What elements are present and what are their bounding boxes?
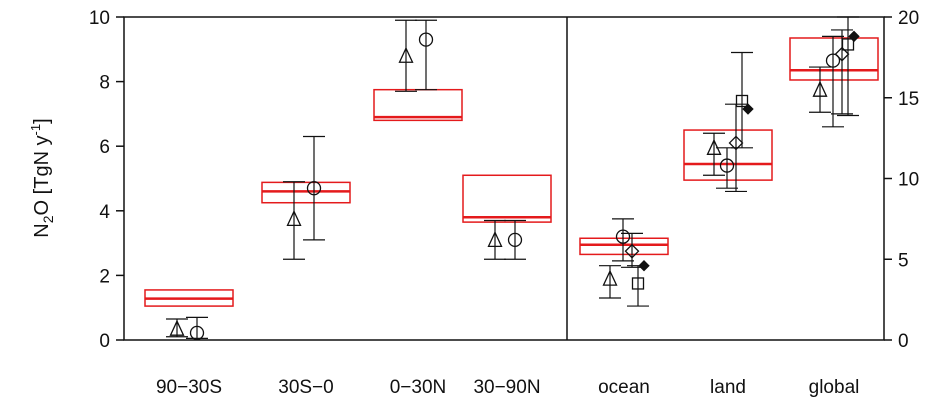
ylabel-base: N: [31, 223, 53, 237]
left-tick-label: 2: [99, 266, 110, 287]
ylabel-sup: -1: [28, 124, 43, 136]
diamond-marker: [728, 135, 744, 151]
triangle-marker: [487, 230, 503, 248]
right-tick-label: 10: [898, 170, 919, 191]
box-global: [789, 37, 879, 81]
filled-diamond-marker: [742, 103, 754, 115]
filled-diamond-marker: [848, 30, 860, 43]
triangle-marker: [602, 269, 618, 286]
circle-marker: [306, 181, 322, 196]
circle-marker: [418, 32, 434, 47]
left-tick-label: 10: [89, 8, 110, 29]
category-label: 90−30S: [156, 377, 222, 398]
left-tick-label: 0: [99, 331, 110, 352]
right-tick-label: 5: [898, 250, 909, 271]
circle-marker: [615, 229, 631, 244]
triangle-marker: [398, 46, 414, 63]
category-label: ocean: [598, 377, 650, 398]
plot-frame: [123, 16, 885, 341]
y-axis-label: N2O [TgN y-1]: [28, 118, 56, 237]
right-tick-label: 20: [898, 8, 919, 29]
category-label: land: [710, 377, 746, 398]
right-tick-label: 15: [898, 89, 919, 110]
triangle-marker: [169, 319, 185, 336]
left-tick-label: 4: [99, 202, 110, 223]
circle-marker: [825, 53, 841, 68]
ylabel-sub: 2: [40, 215, 56, 223]
box-ocean: [579, 237, 669, 256]
circle-marker: [719, 158, 735, 173]
marks-layer: [166, 16, 860, 341]
axes-layer: 0 2 4 6 8 10 0 5 10 15 20 90−30S 30S−0 0−30N 30−90N oce…: [89, 8, 919, 398]
left-tick-label: 8: [99, 73, 110, 94]
category-label: 30S−0: [278, 377, 333, 398]
plot-layer: [144, 37, 879, 307]
triangle-marker: [286, 209, 302, 227]
square-marker: [735, 94, 749, 108]
category-label: global: [809, 377, 860, 398]
filled-diamond-marker: [638, 260, 650, 272]
ylabel-end: ]: [31, 118, 53, 124]
category-label: 0−30N: [390, 377, 447, 398]
box-land: [683, 129, 773, 181]
square-marker: [841, 38, 855, 51]
box-0−30N: [373, 88, 463, 122]
triangle-marker: [812, 80, 828, 97]
box-30−90N: [462, 174, 552, 223]
right-tick-label: 0: [898, 331, 909, 352]
left-tick-label: 6: [99, 137, 110, 158]
circle-marker: [507, 232, 523, 248]
ylabel-mid: O [TgN y: [31, 135, 53, 215]
diamond-marker: [624, 243, 640, 259]
category-label: 30−90N: [473, 377, 540, 398]
diamond-marker: [834, 46, 850, 62]
square-marker: [631, 277, 645, 290]
